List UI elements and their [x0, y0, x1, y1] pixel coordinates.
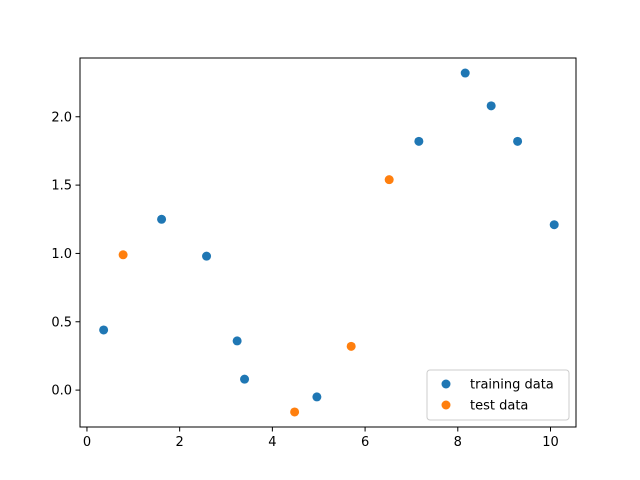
test-data-point-3 [384, 175, 394, 185]
test-data-point-1 [290, 407, 300, 417]
legend-marker-training-data [441, 379, 451, 389]
y-tick-label-1: 0.5 [51, 315, 72, 330]
x-tick-label-2: 4 [268, 435, 276, 450]
axes: 0 2 4 6 8 10 0.0 0.5 1.0 1.5 2.0 [51, 57, 577, 450]
x-tick-label-1: 2 [176, 435, 184, 450]
x-tick-label-3: 6 [361, 435, 369, 450]
training-data-point-1 [157, 214, 167, 224]
training-data-point-10 [549, 220, 559, 230]
training-data-point-3 [232, 336, 242, 346]
training-data-point-5 [312, 392, 322, 402]
y-tick-label-2: 1.0 [51, 247, 72, 262]
legend-label-test-data: test data [470, 399, 528, 414]
legend-label-training-data: training data [470, 378, 554, 393]
axes-frame [79, 57, 577, 428]
y-tick-label-3: 1.5 [51, 179, 72, 194]
training-data-point-7 [460, 68, 470, 78]
test-data-point-2 [346, 341, 356, 351]
test-data-point-0 [118, 250, 128, 260]
training-data-point-0 [99, 325, 109, 335]
x-tick-label-5: 10 [542, 435, 559, 450]
training-data-point-2 [202, 251, 212, 261]
x-tick-label-0: 0 [83, 435, 91, 450]
y-tick-label-4: 2.0 [51, 110, 72, 125]
legend-box [426, 369, 570, 421]
x-tick-label-4: 8 [454, 435, 462, 450]
y-tick-label-0: 0.0 [51, 384, 72, 399]
plot-area [99, 68, 559, 417]
training-data-point-4 [240, 374, 250, 384]
training-data-point-8 [486, 101, 496, 111]
training-data-point-9 [513, 136, 523, 146]
legend: training data test data [426, 369, 570, 421]
training-data-point-6 [414, 136, 424, 146]
legend-marker-test-data [441, 400, 451, 410]
